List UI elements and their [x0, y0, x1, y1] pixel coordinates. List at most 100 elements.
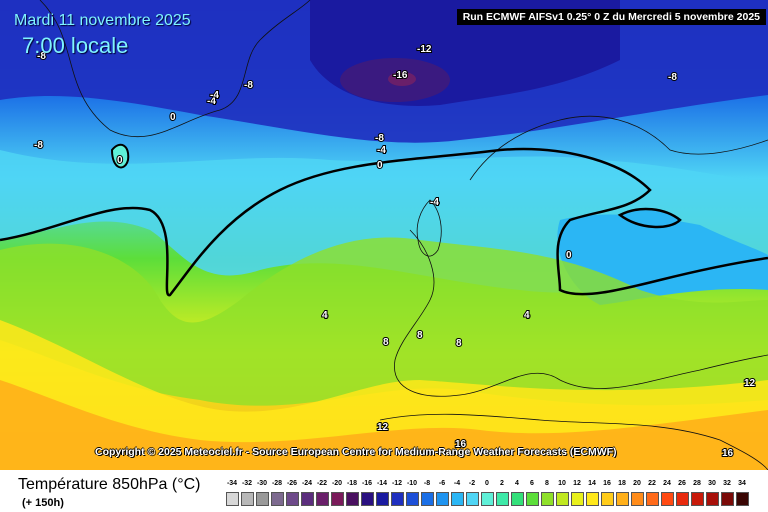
legend-swatch — [496, 492, 509, 506]
legend-label: -10 — [406, 480, 418, 487]
legend-swatch — [616, 492, 629, 506]
isotherm-label: -4 — [430, 197, 439, 208]
isotherm-label: 8 — [456, 338, 462, 349]
legend-label: 30 — [708, 480, 716, 487]
legend-cell: -34 — [225, 480, 239, 507]
legend-label: 16 — [603, 480, 611, 487]
legend-swatch — [466, 492, 479, 506]
legend-cell: -10 — [405, 480, 419, 507]
legend-cell: 22 — [645, 480, 659, 507]
legend-label: -34 — [226, 480, 238, 487]
legend-label: 0 — [485, 480, 489, 487]
coldest-core-inner — [388, 72, 416, 86]
legend-cell: -30 — [255, 480, 269, 507]
green-zone — [0, 237, 768, 406]
legend-cell: -28 — [270, 480, 284, 507]
legend-cell: 0 — [480, 480, 494, 507]
isotherm-label: -4 — [207, 96, 216, 107]
legend-label: 10 — [558, 480, 566, 487]
isotherm-label: 16 — [455, 439, 467, 450]
legend-swatch — [226, 492, 239, 506]
legend-cell: 4 — [510, 480, 524, 507]
legend-label: 32 — [723, 480, 731, 487]
model-run-info: Run ECMWF AIFSv1 0.25° 0 Z du Mercredi 5… — [456, 9, 766, 25]
legend-label: 34 — [738, 480, 746, 487]
isotherm-label: 0 — [566, 250, 572, 261]
legend-cell: -6 — [435, 480, 449, 507]
legend-swatch — [676, 492, 689, 506]
legend-swatch — [406, 492, 419, 506]
legend-cell: 20 — [630, 480, 644, 507]
legend-swatch — [436, 492, 449, 506]
scandinavia-coast — [469, 115, 768, 181]
legend-swatch — [481, 492, 494, 506]
isotherm-label: -8 — [375, 133, 384, 144]
isotherm-label: -8 — [244, 80, 253, 91]
legend-swatch — [736, 492, 749, 506]
legend-swatch — [241, 492, 254, 506]
legend-cell: -26 — [285, 480, 299, 507]
isotherm-label: -12 — [417, 44, 432, 55]
legend-swatch — [691, 492, 704, 506]
legend-swatch — [346, 492, 359, 506]
isotherm-label: 16 — [722, 448, 734, 459]
legend-cell: -20 — [330, 480, 344, 507]
legend-swatch — [571, 492, 584, 506]
isotherm-label: 0 — [170, 112, 176, 123]
legend-label: -24 — [301, 480, 313, 487]
legend-label: 2 — [500, 480, 504, 487]
legend-swatch — [601, 492, 614, 506]
legend-cell: 32 — [720, 480, 734, 507]
legend-cell: -32 — [240, 480, 254, 507]
legend-cell: 34 — [735, 480, 749, 507]
legend-label: -22 — [316, 480, 328, 487]
isotherm-label: -16 — [393, 70, 408, 81]
isotherm-label: 12 — [377, 422, 389, 433]
legend-swatch — [331, 492, 344, 506]
legend-swatch — [586, 492, 599, 506]
legend-label: 8 — [545, 480, 549, 487]
copyright-notice: Copyright © 2025 Meteociel.fr - Source E… — [95, 446, 617, 458]
legend-cell: 28 — [690, 480, 704, 507]
legend-label: -28 — [271, 480, 283, 487]
legend-swatch — [721, 492, 734, 506]
legend-label: 20 — [633, 480, 641, 487]
legend-cell: -24 — [300, 480, 314, 507]
legend-swatch — [646, 492, 659, 506]
legend-cell: -12 — [390, 480, 404, 507]
legend-label: -32 — [241, 480, 253, 487]
legend-swatch — [706, 492, 719, 506]
greenland-zero-contour — [110, 143, 130, 169]
legend-swatch — [256, 492, 269, 506]
isotherm-label: 0 — [117, 155, 123, 166]
forecast-date: Mardi 11 novembre 2025 — [14, 12, 191, 29]
map-title: Température 850hPa (°C) — [18, 476, 201, 493]
legend-swatch — [421, 492, 434, 506]
legend-cell: -22 — [315, 480, 329, 507]
legend-swatch — [316, 492, 329, 506]
hot-zone — [0, 380, 768, 470]
legend-label: 22 — [648, 480, 656, 487]
legend-swatch — [361, 492, 374, 506]
forecast-lead-time: (+ 150h) — [22, 497, 64, 509]
legend-cell: -18 — [345, 480, 359, 507]
zero-isotherm — [0, 147, 768, 297]
isotherm-label: 4 — [322, 310, 328, 321]
legend-swatch — [301, 492, 314, 506]
legend-swatch — [526, 492, 539, 506]
legend-label: -20 — [331, 480, 343, 487]
legend-cell: -14 — [375, 480, 389, 507]
legend-swatch — [271, 492, 284, 506]
africa-coast — [379, 413, 768, 470]
legend-cell: 10 — [555, 480, 569, 507]
legend-cell: 2 — [495, 480, 509, 507]
isotherm-label: 4 — [524, 310, 530, 321]
isotherm-label: 8 — [417, 330, 423, 341]
legend-cell: 8 — [540, 480, 554, 507]
isotherm-label: -8 — [668, 72, 677, 83]
isotherm-label: 0 — [377, 160, 383, 171]
legend-swatch — [661, 492, 674, 506]
map-footer: Température 850hPa (°C) (+ 150h) -34 -32-… — [0, 470, 768, 512]
europe-coast — [394, 229, 768, 397]
greenland-coast — [39, 0, 311, 138]
